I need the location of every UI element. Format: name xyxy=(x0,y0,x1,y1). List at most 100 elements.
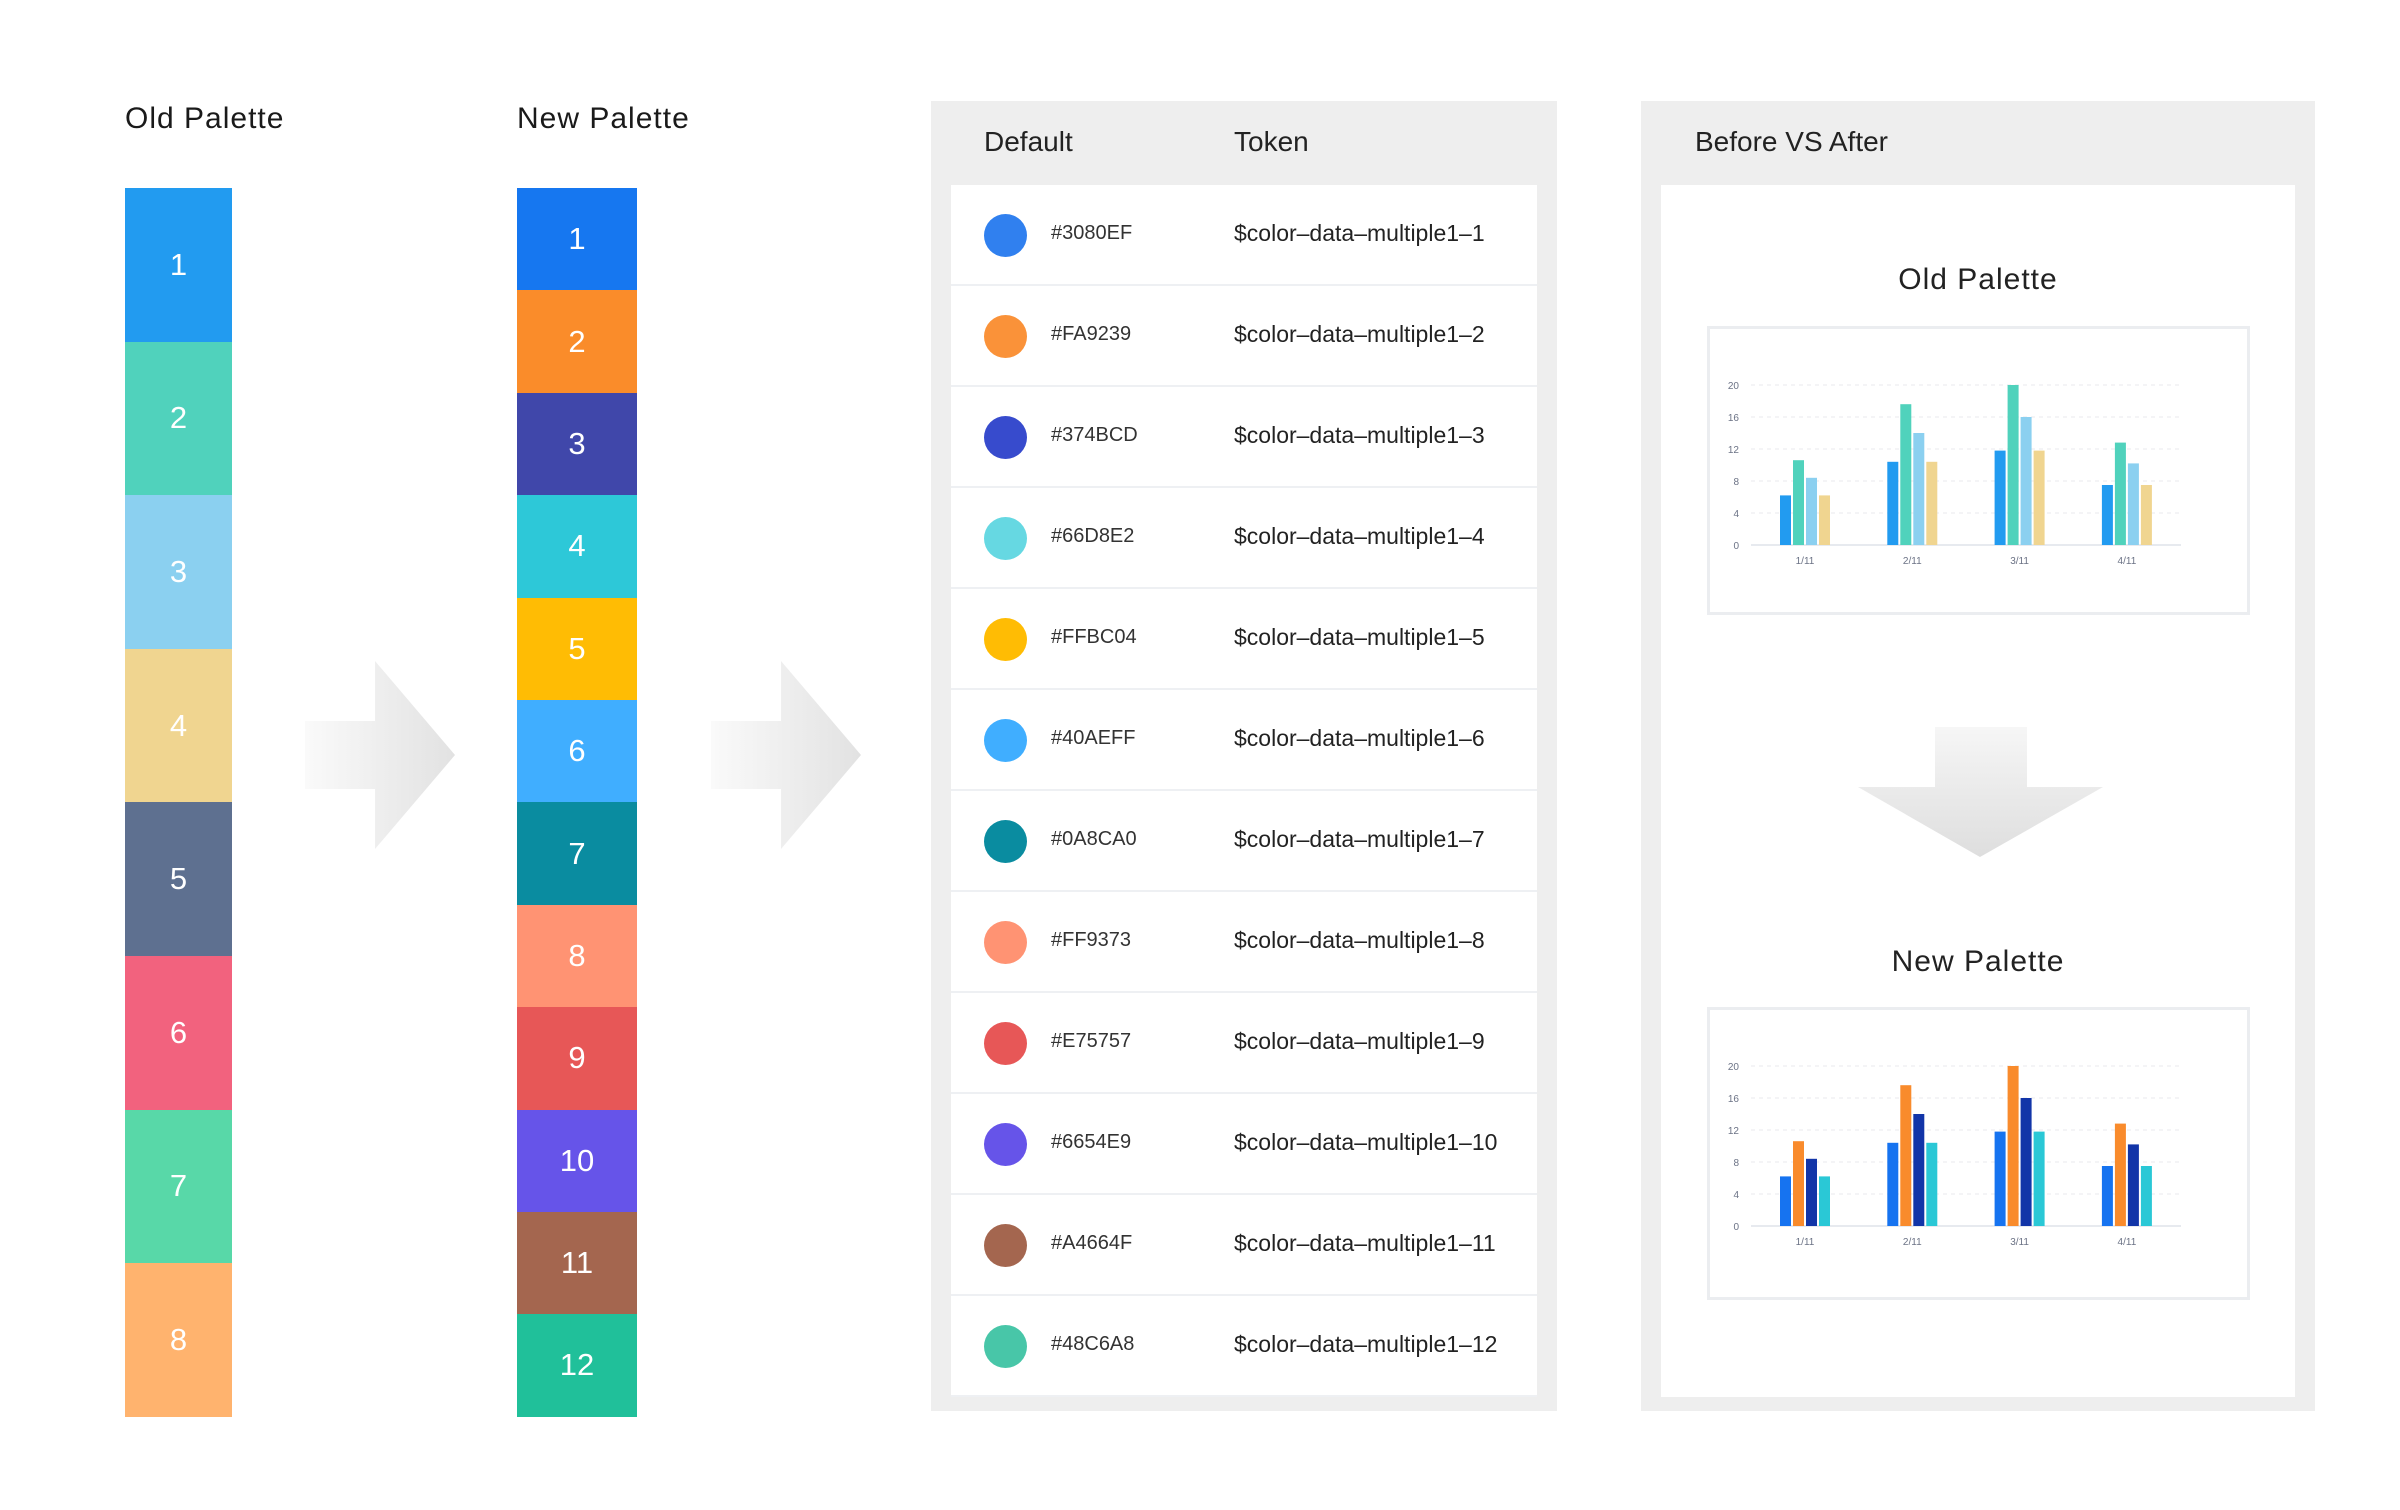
hex-value: #A4664F xyxy=(1051,1232,1133,1254)
bar-4/11-series-4 xyxy=(2140,485,2152,545)
y-tick-label: 12 xyxy=(1728,445,1740,456)
palette-swatch-3: 3 xyxy=(517,392,637,496)
y-tick-label: 8 xyxy=(1733,477,1739,488)
bar-3/11-series-4 xyxy=(2033,1131,2045,1226)
token-table-body: #3080EF $color–data–multiple1–1 #FA9239 $co… xyxy=(951,185,1537,1397)
new-palette-chart: 0 4 8 12 16 20 1/11 2/11 3/11 4/11 xyxy=(1707,1007,2250,1300)
bar-1/11-series-4 xyxy=(1819,495,1830,545)
palette-swatch-12: 12 xyxy=(517,1314,637,1417)
bar-1/11-series-1 xyxy=(1780,1176,1791,1226)
token-name: $color–data–multiple1–3 xyxy=(1234,422,1485,448)
bar-2/11-series-3 xyxy=(1913,1114,1925,1226)
palette-swatch-4: 4 xyxy=(125,648,232,803)
y-tick-label: 0 xyxy=(1733,541,1739,552)
y-tick-label: 20 xyxy=(1728,1062,1740,1073)
palette-swatch-1: 1 xyxy=(517,188,637,291)
bar-4/11-series-1 xyxy=(2101,485,2113,545)
x-tick-label: 4/11 xyxy=(2118,1237,2137,1248)
new-chart-title: New Palette xyxy=(1891,945,2065,978)
bar-3/11-series-1 xyxy=(1994,450,2006,545)
token-row: #A4664F $color–data–multiple1–11 xyxy=(951,1195,1537,1296)
x-tick-label: 3/11 xyxy=(2010,1237,2029,1248)
bar-1/11-series-4 xyxy=(1819,1176,1830,1226)
old-palette-chart: 0 4 8 12 16 20 1/11 2/11 3/11 4/11 xyxy=(1707,326,2250,615)
token-row: #6654E9 $color–data–multiple1–10 xyxy=(951,1094,1537,1195)
bar-1/11-series-3 xyxy=(1806,1158,1817,1226)
x-tick-label: 2/11 xyxy=(1903,1237,1922,1248)
before-after-panel: Before VS After Old Palette 0 4 8 12 16 20 1/1… xyxy=(1641,101,2315,1411)
token-row: #66D8E2 $color–data–multiple1–4 xyxy=(951,488,1537,589)
hex-value: #40AEFF xyxy=(1051,727,1136,749)
palette-swatch-9: 9 xyxy=(517,1007,637,1110)
x-tick-label: 2/11 xyxy=(1903,556,1922,567)
palette-swatch-8: 8 xyxy=(125,1263,232,1417)
color-swatch-icon xyxy=(984,416,1027,459)
hex-value: #E75757 xyxy=(1051,1030,1132,1052)
token-row: #40AEFF $color–data–multiple1–6 xyxy=(951,690,1537,791)
bar-2/11-series-2 xyxy=(1900,1085,1912,1226)
bar-1/11-series-2 xyxy=(1793,1141,1804,1226)
palette-swatch-6: 6 xyxy=(517,699,637,803)
old-palette-title: Old Palette xyxy=(125,102,285,135)
token-row: #FA9239 $color–data–multiple1–2 xyxy=(951,286,1537,387)
bar-3/11-series-4 xyxy=(2033,450,2045,545)
palette-swatch-2: 2 xyxy=(517,290,637,393)
palette-swatch-6: 6 xyxy=(125,955,232,1110)
hex-value: #0A8CA0 xyxy=(1051,828,1137,850)
color-swatch-icon xyxy=(984,1325,1027,1368)
palette-swatch-3: 3 xyxy=(125,495,232,649)
y-tick-label: 8 xyxy=(1733,1158,1739,1169)
new-palette-strip: 1 2 3 4 5 6 7 8 9 10 11 12 xyxy=(517,188,637,1417)
token-table-panel: Default Token #3080EF $color–data–multipl… xyxy=(931,101,1557,1411)
bar-4/11-series-3 xyxy=(2127,463,2139,545)
palette-swatch-11: 11 xyxy=(517,1211,637,1315)
token-row: #374BCD $color–data–multiple1–3 xyxy=(951,387,1537,488)
token-name: $color–data–multiple1–9 xyxy=(1234,1028,1485,1054)
y-tick-label: 16 xyxy=(1728,1094,1740,1105)
color-swatch-icon xyxy=(984,820,1027,863)
before-after-title: Before VS After xyxy=(1695,126,1888,157)
palette-swatch-8: 8 xyxy=(517,904,637,1008)
token-name: $color–data–multiple1–11 xyxy=(1234,1230,1496,1256)
new-palette-title: New Palette xyxy=(517,102,690,135)
color-swatch-icon xyxy=(984,315,1027,358)
y-tick-label: 16 xyxy=(1728,413,1740,424)
palette-swatch-1: 1 xyxy=(125,188,232,342)
y-tick-label: 12 xyxy=(1728,1126,1740,1137)
palette-swatch-5: 5 xyxy=(125,802,232,956)
hex-value: #6654E9 xyxy=(1051,1131,1132,1153)
hex-value: #3080EF xyxy=(1051,222,1133,244)
x-tick-label: 1/11 xyxy=(1796,1237,1815,1248)
palette-swatch-7: 7 xyxy=(125,1109,232,1264)
x-tick-label: 4/11 xyxy=(2118,556,2137,567)
token-row: #FFBC04 $color–data–multiple1–5 xyxy=(951,589,1537,690)
bar-1/11-series-1 xyxy=(1780,495,1791,545)
bar-2/11-series-3 xyxy=(1913,433,1925,545)
token-row: #48C6A8 $color–data–multiple1–12 xyxy=(951,1296,1537,1397)
right-arrow-icon xyxy=(305,661,455,849)
token-row: #FF9373 $color–data–multiple1–8 xyxy=(951,892,1537,993)
palette-swatch-10: 10 xyxy=(517,1109,637,1212)
color-swatch-icon xyxy=(984,921,1027,964)
bar-2/11-series-4 xyxy=(1926,461,1938,545)
column-header-token: Token xyxy=(1234,126,1309,157)
token-row: #E75757 $color–data–multiple1–9 xyxy=(951,993,1537,1094)
bar-1/11-series-3 xyxy=(1806,477,1817,545)
y-tick-label: 4 xyxy=(1733,509,1739,520)
token-name: $color–data–multiple1–7 xyxy=(1234,826,1485,852)
color-swatch-icon xyxy=(984,1123,1027,1166)
hex-value: #66D8E2 xyxy=(1051,525,1135,547)
palette-swatch-7: 7 xyxy=(517,802,637,905)
hex-value: #FFBC04 xyxy=(1051,626,1137,648)
token-name: $color–data–multiple1–2 xyxy=(1234,321,1485,347)
bar-4/11-series-4 xyxy=(2140,1166,2152,1226)
bar-1/11-series-2 xyxy=(1793,460,1804,545)
column-header-default: Default xyxy=(984,126,1073,157)
down-arrow-icon xyxy=(1858,727,2103,857)
hex-value: #FF9373 xyxy=(1051,929,1132,951)
token-name: $color–data–multiple1–12 xyxy=(1234,1331,1498,1357)
token-row: #0A8CA0 $color–data–multiple1–7 xyxy=(951,791,1537,892)
color-swatch-icon xyxy=(984,618,1027,661)
hex-value: #374BCD xyxy=(1051,424,1138,446)
token-name: $color–data–multiple1–5 xyxy=(1234,624,1485,650)
